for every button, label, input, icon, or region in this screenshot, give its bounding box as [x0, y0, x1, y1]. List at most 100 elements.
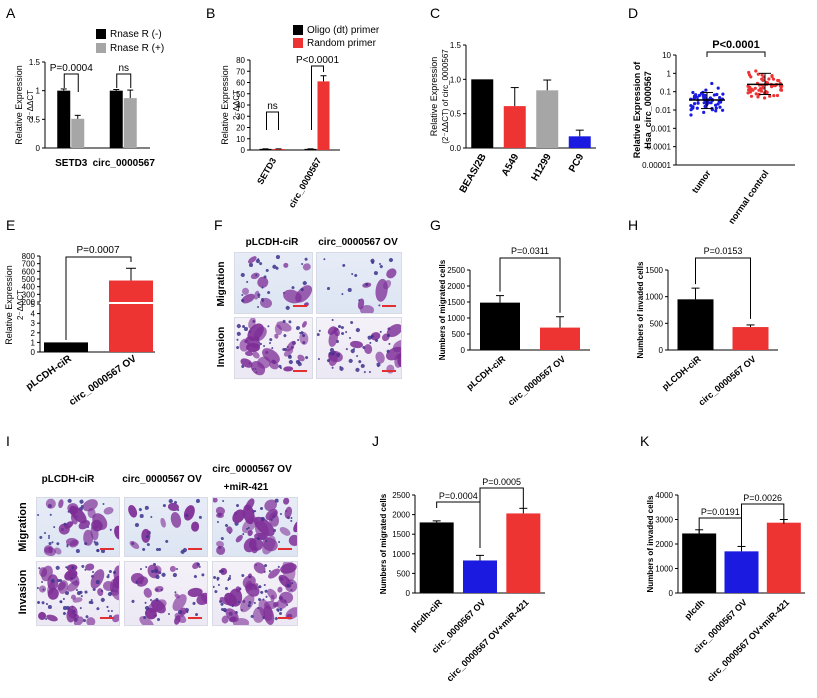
stained-cell — [87, 507, 96, 518]
micrograph-inv — [124, 561, 208, 626]
bar — [317, 81, 330, 150]
stained-cell — [388, 257, 394, 263]
column-header: circ_0000567 OV — [318, 237, 398, 248]
bar — [540, 327, 580, 350]
micrograph-mig — [316, 252, 402, 314]
scatter-point — [767, 77, 771, 81]
y-axis-title: Numbers of migrated cells — [438, 259, 447, 360]
bar — [109, 90, 123, 148]
stained-cell — [233, 618, 249, 625]
y-tick-label: 500 — [397, 569, 411, 578]
scatter-point — [757, 88, 761, 92]
stained-cell — [224, 586, 228, 591]
y-tick-label: 1500 — [447, 298, 465, 307]
stained-cell — [215, 545, 226, 556]
scatter-point — [759, 89, 764, 93]
stained-cell — [262, 344, 265, 347]
stained-cell — [235, 503, 240, 508]
stained-cell — [259, 296, 274, 310]
x-tick-label: pLCDH-ciR — [464, 354, 507, 393]
column-header: circ_0000567 OV — [122, 474, 202, 485]
stained-cell — [217, 583, 221, 587]
stained-cell — [96, 548, 100, 552]
scatter-point — [719, 100, 723, 104]
stained-cell — [374, 338, 379, 343]
stained-cell — [86, 526, 89, 529]
legend-swatch — [293, 25, 303, 35]
p-value-label: ns — [118, 63, 129, 74]
y-tick-label: 1000 — [655, 565, 673, 574]
significance-bracket — [311, 65, 324, 130]
y-tick-label: 1 — [31, 338, 36, 347]
y-axis-title: Relative Expression — [220, 65, 230, 145]
y-tick-label: 1 — [667, 69, 672, 78]
stained-cell — [348, 287, 353, 293]
chart-j: J 0 500 1000 1500 2000 2500 Numbers of migrated… — [372, 433, 545, 683]
micrograph-inv — [212, 561, 298, 626]
y-axis-title: Numbers of invaded cells — [646, 495, 655, 592]
stained-cell — [243, 326, 248, 331]
scatter-point — [747, 70, 751, 75]
scatter-point — [775, 93, 780, 98]
stained-cell — [48, 605, 53, 610]
p-value-label: P=0.0005 — [482, 477, 521, 487]
stained-cell — [91, 570, 94, 573]
bar — [57, 90, 71, 148]
y-axis-title: Relative Expression — [429, 57, 439, 137]
stained-cell — [193, 574, 198, 579]
stained-cell — [107, 573, 110, 576]
x-tick-label: normal control — [726, 168, 770, 225]
y-tick-label: 0 — [406, 589, 411, 598]
stained-cell — [128, 538, 141, 551]
stained-cell — [245, 280, 249, 284]
scatter-point — [747, 88, 751, 92]
stained-cell — [169, 564, 178, 573]
stained-cell — [150, 516, 153, 519]
scale-bar — [382, 370, 396, 372]
scatter-point — [777, 79, 781, 83]
stained-cell — [95, 606, 100, 612]
scatter-point — [760, 77, 764, 81]
stained-cell — [45, 587, 60, 602]
y-axis-title: Relative Expression — [14, 65, 24, 145]
stained-cell — [78, 499, 84, 504]
x-tick-label: circ_0000567 — [93, 158, 156, 169]
stained-cell — [110, 528, 113, 531]
y-tick-label: 2000 — [655, 540, 673, 549]
y-tick-label: 0.5 — [450, 110, 462, 119]
scatter-point — [689, 104, 693, 108]
stained-cell — [79, 590, 84, 595]
stained-cell — [259, 343, 263, 346]
stained-cell — [46, 498, 57, 510]
panel-letter: C — [430, 5, 440, 21]
scatter-point — [746, 84, 750, 88]
scatter-point — [754, 69, 758, 73]
x-tick-label: circ_0000567 OV — [697, 354, 758, 408]
y-axis-title: Relative Expression — [4, 265, 14, 345]
stained-cell — [277, 541, 281, 544]
x-tick-label: tumor — [690, 168, 713, 195]
y-tick-label: 2000 — [447, 282, 465, 291]
stained-cell — [172, 572, 177, 578]
stained-cell — [155, 574, 160, 579]
y-axis-title: Numbers of migrated cells — [379, 493, 388, 594]
scatter-point — [779, 85, 783, 90]
y-tick-label: 1.5 — [29, 58, 41, 67]
y-tick-label: 2500 — [447, 266, 465, 275]
chart-a: A 0 0.5 1 1.5 Relative Expression 2⁻ΔΔCT SETD3 c… — [6, 5, 164, 169]
stained-cell — [173, 590, 177, 594]
stained-cell — [256, 305, 260, 309]
chart-b: B 0 10 20 30 40 50 60 70 80 Relative Expression 2⁻Δ… — [206, 5, 380, 210]
panel-letter: F — [214, 217, 223, 233]
stained-cell — [79, 606, 82, 609]
y-axis-title: 2⁻ΔΔCT — [16, 290, 25, 320]
stained-cell — [138, 507, 143, 512]
stained-cell — [162, 503, 166, 507]
stained-cell — [37, 513, 40, 516]
y-tick-label: 4 — [31, 310, 36, 319]
bar — [109, 304, 153, 352]
scatter-point — [712, 93, 717, 97]
